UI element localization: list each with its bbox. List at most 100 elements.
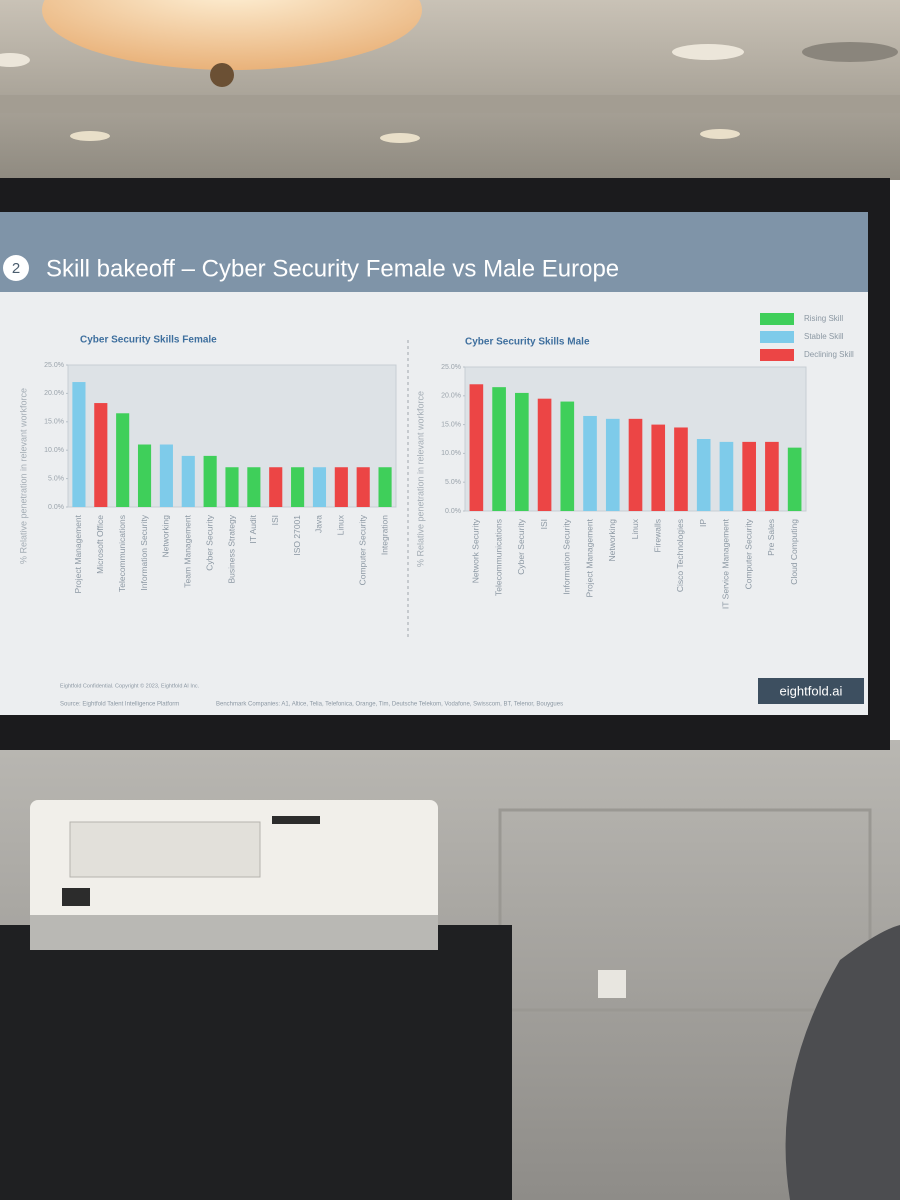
ceiling-vent	[802, 42, 898, 62]
socket	[598, 970, 626, 998]
x-tick-label: Linux	[336, 514, 346, 535]
chart-title: Cyber Security Skills Female	[80, 335, 217, 346]
x-tick-label: ISI	[270, 515, 280, 525]
bar	[181, 455, 195, 507]
x-tick-label: Cloud Computing	[789, 519, 799, 585]
power-socket	[62, 888, 90, 906]
legend-label: Declining Skill	[804, 350, 854, 359]
x-tick-label: Information Security	[562, 518, 572, 594]
slide-number: 2	[12, 260, 20, 277]
bar	[651, 424, 666, 511]
legend-label: Rising Skill	[804, 314, 843, 323]
x-tick-label: Telecommunications	[117, 515, 127, 592]
x-tick-label: Business Strategy	[226, 514, 236, 583]
x-tick-label: Linux	[630, 518, 640, 539]
x-tick-label: ISI	[539, 519, 549, 529]
y-tick-label: 5.0%	[445, 479, 461, 486]
y-tick-label: 0.0%	[445, 508, 461, 515]
x-tick-label: Java	[314, 515, 324, 533]
benchmark-note: Benchmark Companies: A1, Altice, Telia, …	[216, 702, 563, 708]
x-tick-label: Cisco Technologies	[675, 519, 685, 592]
bar	[492, 387, 506, 511]
y-tick-label: 20.0%	[441, 393, 461, 400]
charts: Rising Skill Stable Skill Declining Skill C…	[18, 313, 854, 609]
projector-label	[272, 816, 320, 824]
bar	[742, 441, 756, 511]
chart-title: Cyber Security Skills Male	[465, 337, 590, 348]
bar	[765, 441, 779, 511]
y-tick-label: 25.0%	[44, 362, 64, 369]
legend-swatch	[760, 349, 794, 361]
bar	[225, 467, 239, 507]
chandelier-knob	[210, 63, 234, 87]
bar	[628, 418, 643, 511]
bar	[560, 401, 575, 511]
bar	[247, 467, 261, 507]
bar	[787, 447, 802, 511]
y-axis-label: % Relative penetration in relevant workf…	[415, 391, 425, 567]
bar	[696, 439, 711, 511]
x-tick-label: Networking	[161, 515, 171, 558]
ceiling-light	[672, 44, 744, 60]
chandelier	[42, 0, 422, 70]
ceiling-trim	[0, 95, 900, 113]
x-tick-label: Microsoft Office	[95, 515, 105, 574]
legend-label: Stable Skill	[804, 332, 844, 341]
legend-swatch	[760, 331, 794, 343]
slide-title-bar	[0, 212, 868, 292]
bar	[674, 427, 688, 511]
ceiling-light	[70, 131, 110, 141]
x-tick-label: Cyber Security	[204, 514, 214, 570]
x-tick-label: Firewalls	[652, 519, 662, 553]
x-tick-label: Computer Security	[743, 518, 753, 589]
y-tick-label: 25.0%	[441, 364, 461, 371]
bar	[159, 444, 173, 507]
bar	[94, 403, 108, 507]
projector-base	[30, 915, 438, 950]
bar	[515, 392, 529, 511]
x-tick-label: Pre Sales	[766, 519, 776, 556]
x-tick-label: ISO 27001	[292, 515, 302, 556]
x-tick-label: Computer Security	[357, 514, 367, 585]
projector-ports	[69, 821, 261, 878]
y-tick-label: 10.0%	[44, 447, 64, 454]
y-tick-label: 20.0%	[44, 390, 64, 397]
x-tick-label: Networking	[607, 519, 617, 562]
x-tick-label: Cyber Security	[516, 518, 526, 574]
bar	[72, 382, 86, 507]
x-tick-label: Integration	[379, 515, 389, 555]
x-tick-label: Project Management	[73, 514, 83, 593]
slide-title: Skill bakeoff – Cyber Security Female vs…	[46, 255, 619, 282]
y-tick-label: 15.0%	[441, 421, 461, 428]
x-tick-label: Project Management	[584, 518, 594, 597]
x-tick-label: Network Security	[471, 518, 481, 583]
logo-box	[758, 678, 864, 704]
bar	[356, 467, 370, 507]
ceiling-light	[700, 129, 740, 139]
source-note: Source: Eightfold Talent Intelligence Pl…	[60, 702, 179, 708]
bar	[583, 415, 597, 511]
person	[785, 925, 900, 1200]
bar	[469, 384, 484, 511]
legend-swatch	[760, 313, 794, 325]
y-tick-label: 5.0%	[48, 475, 64, 482]
x-tick-label: IT Service Management	[721, 518, 731, 609]
y-axis-label: % Relative penetration in relevant workf…	[18, 388, 28, 564]
ceiling-light	[0, 53, 30, 67]
logo: eightfold.ai	[780, 683, 843, 698]
y-tick-label: 0.0%	[48, 504, 64, 511]
x-tick-label: IT Audit	[248, 514, 258, 543]
bar	[203, 455, 217, 507]
x-tick-label: Telecommunications	[493, 519, 503, 596]
wall-panel	[498, 808, 872, 1012]
x-tick-label: Information Security	[139, 514, 149, 590]
bar	[312, 467, 327, 507]
bar	[378, 467, 392, 507]
bar	[269, 467, 283, 507]
ceiling-light	[380, 133, 420, 143]
y-tick-label: 15.0%	[44, 419, 64, 426]
x-tick-label: IP	[698, 519, 708, 527]
bar	[137, 444, 152, 507]
bar	[719, 441, 734, 511]
